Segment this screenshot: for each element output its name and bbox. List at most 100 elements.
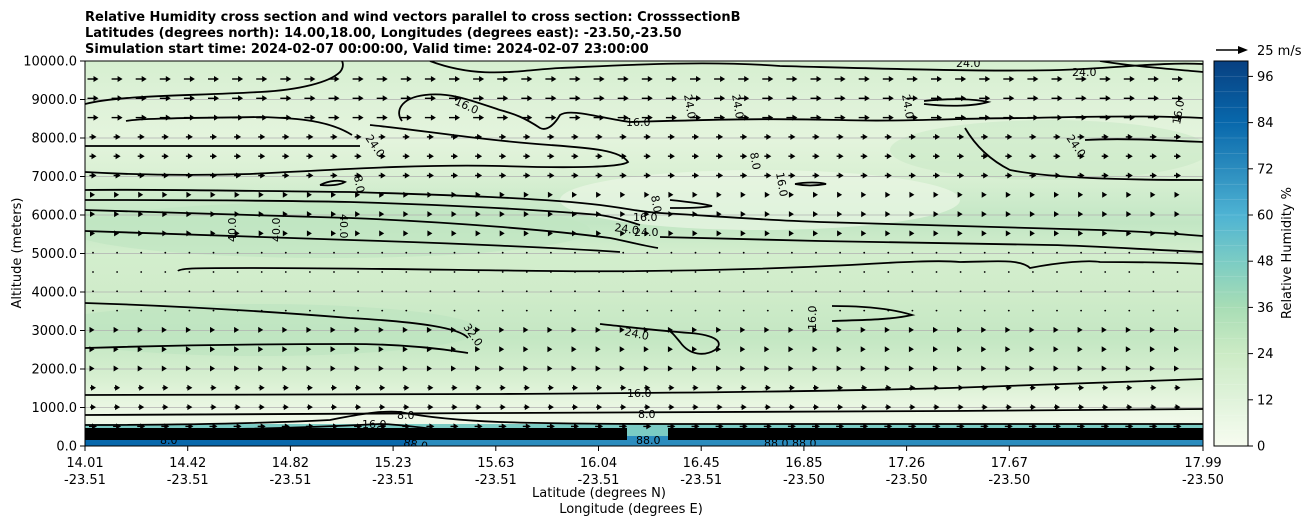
wind-vector: [670, 290, 673, 293]
wind-vector-head: [1031, 153, 1037, 160]
wind-vector: [477, 290, 480, 293]
wind-vector-head: [597, 133, 603, 140]
wind-vector-head: [716, 326, 722, 333]
wind-vector: [164, 251, 167, 254]
wind-vector-head: [595, 365, 601, 372]
wind-vector-head: [527, 95, 533, 102]
wind-vector-head: [380, 172, 386, 179]
wind-vector-head: [838, 404, 844, 411]
wind-vector-head: [91, 384, 96, 391]
wind-vector-head: [1055, 133, 1061, 140]
wind-vector-head: [764, 191, 770, 198]
wind-vector: [501, 290, 504, 293]
wind-vector-head: [378, 365, 384, 372]
wind-vector-head: [163, 404, 169, 411]
wind-vector-head: [331, 211, 336, 218]
wind-vector-head: [402, 326, 408, 333]
wind-vector-head: [814, 384, 819, 391]
wind-vector-head: [1033, 95, 1039, 102]
wind-vector-head: [1005, 365, 1011, 372]
wind-vector-head: [909, 230, 915, 237]
wind-vector-head: [622, 423, 628, 430]
x-tick-label-lon: -23.51: [167, 473, 209, 488]
wind-vector-head: [283, 404, 289, 411]
wind-vector: [381, 271, 384, 273]
wind-vector-head: [1057, 95, 1063, 102]
wind-vector-head: [1055, 384, 1060, 391]
wind-vector-head: [404, 404, 410, 411]
wind-vector-head: [455, 76, 460, 82]
wind-vector-head: [549, 133, 555, 140]
wind-vector-head: [258, 230, 264, 237]
wind-vector-head: [503, 76, 509, 82]
wind-vector-head: [643, 346, 649, 353]
wind-vector-head: [141, 76, 147, 82]
wind-vector-head: [379, 211, 385, 218]
wind-vector: [766, 271, 769, 273]
wind-vector-head: [379, 230, 385, 237]
wind-vector-head: [668, 230, 674, 237]
wind-vector-head: [812, 346, 818, 353]
wind-vector-head: [864, 76, 870, 82]
wind-vector: [1152, 271, 1155, 273]
wind-vector-head: [888, 95, 894, 102]
wind-vector-head: [1103, 404, 1109, 411]
wind-vector-head: [909, 211, 915, 218]
x-tick-label-lon: -23.51: [475, 473, 517, 488]
chart-title-line-3: Simulation start time: 2024-02-07 00:00:…: [85, 42, 649, 57]
wind-vector-head: [981, 191, 987, 198]
wind-vector-head: [114, 211, 120, 218]
wind-vector-head: [816, 76, 822, 82]
wind-vector-head: [427, 230, 433, 237]
wind-vector-head: [258, 346, 264, 353]
wind-vector-head: [861, 211, 867, 218]
contour-label-88-c: 88.0: [764, 437, 789, 450]
wind-vector-head: [547, 211, 553, 218]
wind-vector: [1128, 271, 1131, 273]
wind-vector-head: [718, 153, 724, 160]
contour-16-loop: [831, 305, 916, 322]
wind-vector-head: [453, 153, 458, 160]
wind-vector-head: [985, 76, 991, 82]
wind-vector-head: [792, 95, 798, 102]
wind-vector-head: [1078, 191, 1084, 198]
contour-label-16-d: 16.0: [773, 171, 790, 197]
wind-vector: [574, 309, 576, 312]
wind-vector-head: [90, 191, 95, 198]
x-tick-label-lat: 17.99: [1184, 456, 1221, 471]
wind-vector-head: [1030, 384, 1036, 391]
wind-vector-head: [404, 153, 410, 160]
wind-vector-head: [137, 326, 143, 333]
contour-loop-north: [923, 98, 992, 107]
wind-vector-head: [500, 404, 506, 411]
wind-vector-head: [813, 211, 818, 218]
wind-vector-head: [525, 172, 531, 179]
wind-vector-head: [1055, 153, 1061, 160]
wind-vector-head: [813, 191, 818, 198]
wind-vector: [116, 290, 118, 293]
wind-vector-head: [886, 172, 892, 179]
x-tick-label-lon: -23.51: [680, 473, 722, 488]
wind-vector: [694, 309, 697, 312]
wind-vector-head: [430, 95, 436, 102]
wind-vector-head: [1029, 365, 1035, 372]
wind-vector: [791, 309, 793, 312]
wind-vector-head: [1081, 76, 1087, 82]
contour-label-24-i: 24.0: [634, 226, 659, 239]
wind-vector-head: [236, 423, 242, 430]
quiver-key: 25 m/s: [1216, 44, 1302, 59]
contour-label-16-c: 16.0: [1170, 99, 1187, 125]
wind-vector-head: [334, 95, 340, 102]
wind-vector: [959, 309, 962, 312]
wind-vector-head: [909, 191, 915, 198]
wind-vector-head: [499, 346, 505, 353]
wind-vector: [260, 290, 263, 293]
wind-vector-head: [139, 404, 145, 411]
wind-vector-head: [523, 365, 529, 372]
wind-vector-head: [716, 230, 722, 237]
wind-vector: [429, 309, 432, 312]
contour-16-low: [85, 378, 1203, 396]
y-tick-label: 10000.0: [23, 55, 77, 70]
wind-vector-head: [599, 95, 605, 102]
